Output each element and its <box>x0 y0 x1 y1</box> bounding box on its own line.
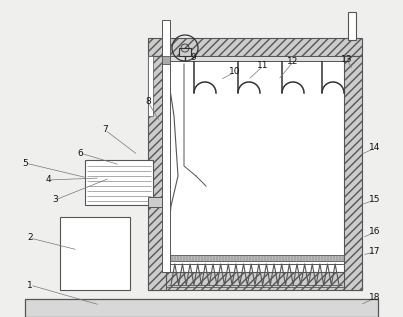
Bar <box>148 56 153 116</box>
Text: 3: 3 <box>52 196 58 204</box>
Text: 14: 14 <box>369 144 381 152</box>
Bar <box>166 255 344 261</box>
Bar <box>162 20 170 272</box>
Text: 9: 9 <box>190 54 196 62</box>
Bar <box>162 56 170 64</box>
Text: 17: 17 <box>369 248 381 256</box>
Bar <box>344 56 362 290</box>
Text: 11: 11 <box>257 61 269 70</box>
Bar <box>148 56 166 290</box>
Text: 6: 6 <box>77 148 83 158</box>
Text: 5: 5 <box>22 158 28 167</box>
Bar <box>179 48 191 56</box>
Bar <box>148 272 362 290</box>
Text: 2: 2 <box>27 234 33 243</box>
Text: 16: 16 <box>369 228 381 236</box>
Bar <box>148 38 362 56</box>
Bar <box>166 56 344 290</box>
Text: 18: 18 <box>369 294 381 302</box>
Text: 7: 7 <box>102 126 108 134</box>
Bar <box>148 197 168 207</box>
Text: 12: 12 <box>287 57 299 67</box>
Text: 13: 13 <box>341 55 353 64</box>
Bar <box>166 56 344 61</box>
Text: 8: 8 <box>145 98 151 107</box>
Text: 15: 15 <box>369 196 381 204</box>
Bar <box>85 160 153 205</box>
Bar <box>25 299 378 317</box>
Text: 10: 10 <box>229 68 241 76</box>
Text: 1: 1 <box>27 281 33 289</box>
Bar <box>348 12 356 40</box>
Bar <box>60 217 130 290</box>
Text: 4: 4 <box>45 176 51 184</box>
